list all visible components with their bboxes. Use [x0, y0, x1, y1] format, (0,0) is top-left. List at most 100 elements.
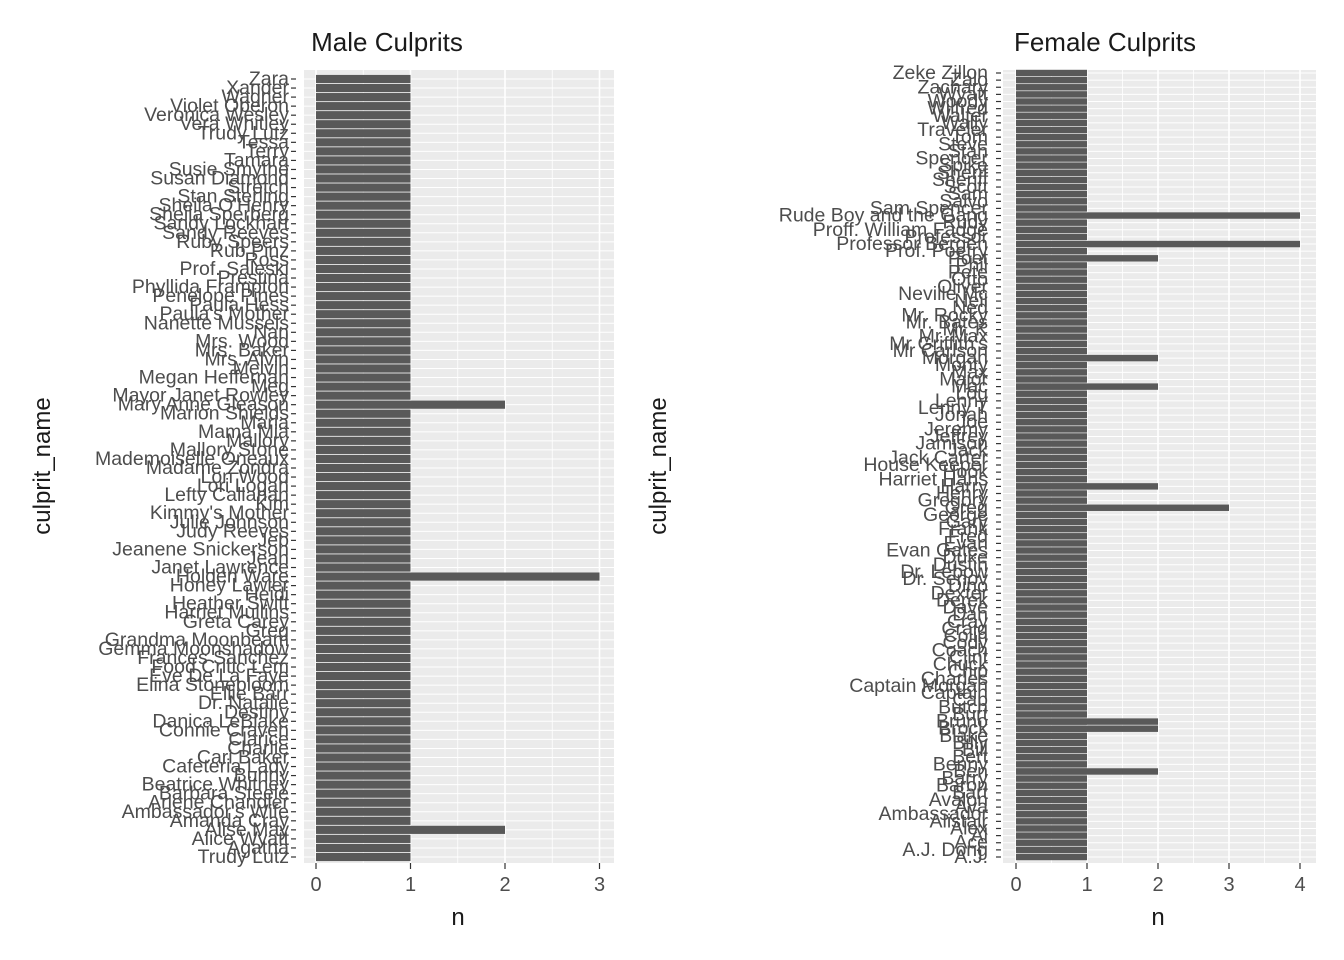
bar [316, 165, 411, 174]
bars [316, 74, 600, 862]
bar [316, 762, 411, 771]
y-tick-label: Fred [948, 525, 988, 547]
y-tick-label: Harry [940, 475, 988, 497]
y-tick-label: Dr. Senov [902, 568, 988, 590]
y-tick-label: Walter [932, 105, 988, 127]
bar [316, 237, 411, 246]
bar [316, 147, 411, 156]
bar [1016, 725, 1158, 732]
bar [1016, 240, 1300, 248]
y-tick-label: Sheriff [932, 169, 989, 191]
y-tick-label: Frances Sanchez [137, 647, 289, 669]
bar [316, 210, 411, 219]
bar [1016, 775, 1087, 782]
bar [316, 807, 411, 816]
y-tick-label: Cap [952, 689, 988, 711]
bar [1016, 789, 1087, 797]
bar [316, 445, 411, 454]
y-tick-label: Alise May [204, 819, 289, 841]
bar [1016, 796, 1087, 804]
bar [316, 852, 411, 862]
y-tick-label: Veronica Wesley [144, 104, 289, 126]
y-tick-label: Holden Ware [176, 566, 289, 588]
bar [1016, 511, 1087, 519]
y-tick-label: Traveler [917, 119, 988, 141]
bar [316, 843, 411, 853]
y-tick-label: Connie Craven [159, 719, 289, 741]
y-tick-label: Heidi [245, 584, 289, 606]
bar [1016, 711, 1087, 718]
y-tick-label: Dexter [931, 582, 989, 604]
y-tick-label: Gary [946, 511, 989, 533]
x-tick-labels: 0 1 2 3 4 [1010, 863, 1306, 896]
bar [1016, 540, 1087, 547]
bar [1016, 340, 1087, 348]
bar [1016, 112, 1087, 119]
bar [1016, 597, 1087, 604]
y-tick-label: Ava [955, 796, 988, 818]
y-tick-label: Marion Shields [160, 403, 289, 425]
y-tick-label: Sam [948, 183, 988, 205]
bar [1016, 468, 1087, 476]
bar [1016, 433, 1087, 440]
y-tick-label: Craig [941, 618, 988, 640]
y-tick-label: Clint [949, 646, 989, 668]
bar [1016, 205, 1087, 212]
y-tick-label: Danica LeBlake [152, 710, 289, 732]
y-tick-label: Ambassador [879, 803, 989, 825]
y-tick-label: Judy Reeves [176, 520, 289, 542]
bar [316, 599, 411, 608]
y-tick-label: Woody [928, 91, 989, 113]
bar [1016, 518, 1087, 526]
bar [316, 228, 411, 237]
bar [316, 255, 411, 265]
bar [1016, 689, 1087, 697]
y-tick-label: Mama Mia [198, 421, 289, 443]
y-tick-label: Charlie [227, 737, 289, 759]
y-tick-label: Sheila Sperberg [149, 204, 289, 226]
bar [316, 246, 411, 255]
y-tick-label: Lenny T [918, 397, 988, 419]
y-tick-label: House Keeper [863, 454, 988, 476]
y-tick-label: Zachary [918, 76, 989, 98]
y-tick-label: Baron [936, 775, 988, 797]
y-tick-label: Kimmy's Mother [150, 502, 290, 524]
x-tick-label: 2 [499, 874, 510, 896]
bar [316, 337, 411, 346]
bar [316, 590, 411, 599]
y-tick-label: Wyatt [938, 83, 988, 105]
y-axis-label: culprit_name [29, 397, 56, 534]
bar [1016, 369, 1087, 376]
y-tick-label: Nan [253, 321, 289, 343]
bar [316, 264, 411, 274]
bar [1016, 811, 1087, 818]
bar [316, 301, 411, 310]
y-tick-label: Benny [933, 753, 989, 775]
bar [1016, 461, 1087, 469]
y-tick-label: Chuck [933, 654, 989, 676]
y-tick-label: Harriet Hans [879, 468, 989, 490]
bar [316, 292, 411, 301]
bar [316, 518, 411, 527]
y-tick-label: Bunny [234, 765, 290, 787]
y-tick-label: Spencer [915, 148, 988, 170]
y-tick-label: Alice Wyatt [192, 828, 290, 850]
y-tick-label: Lenny [935, 390, 988, 412]
y-tick-label: Evan Gates [886, 540, 988, 562]
bar [316, 789, 411, 798]
y-tick-label: Al [971, 825, 988, 847]
bar [1016, 618, 1087, 626]
bar [316, 138, 411, 147]
y-tick-marks [996, 72, 1001, 858]
y-tick-label: Prestina [217, 267, 289, 289]
bar [1016, 183, 1087, 191]
y-tick-label: Prof. Saleski [180, 258, 289, 280]
y-tick-label: Gemma Moonshadow [98, 638, 290, 660]
bar [316, 409, 411, 418]
bar [1016, 297, 1087, 305]
bar [316, 554, 411, 563]
y-tick-label: Wally [941, 112, 988, 134]
bar [1016, 647, 1087, 654]
y-tick-label: Gregory [918, 490, 989, 512]
